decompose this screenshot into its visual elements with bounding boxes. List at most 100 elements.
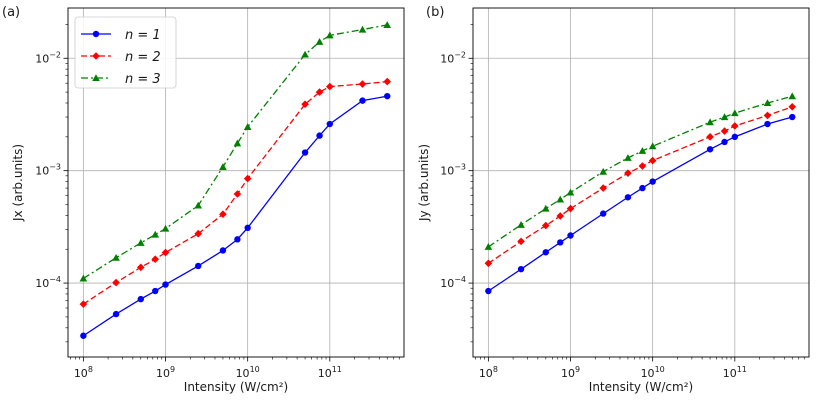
series-n1-line xyxy=(83,95,388,337)
series-n2-point xyxy=(648,156,657,165)
series-n3-point xyxy=(517,220,525,228)
series-n2-point xyxy=(556,212,565,220)
series-n2-point xyxy=(706,133,714,141)
series-n2-point xyxy=(194,229,203,238)
series-n2-point xyxy=(233,190,242,198)
legend-n3-marker xyxy=(92,74,100,82)
series-n1-point xyxy=(557,239,564,246)
series-n1-point xyxy=(152,287,159,295)
panel-label: (a) xyxy=(2,5,20,20)
series-n1-point xyxy=(639,184,646,192)
x-tick-label: 1011 xyxy=(723,365,747,380)
series-n1-point xyxy=(162,281,169,288)
series-n2-point xyxy=(301,100,309,109)
series-n2-point xyxy=(599,184,608,192)
series-n1-point xyxy=(721,138,728,146)
series-n3-point xyxy=(624,154,632,161)
series-n2-point xyxy=(326,82,334,91)
series-n2-point xyxy=(624,169,632,177)
series-n3-point xyxy=(301,50,309,58)
x-axis-label: Intensity (W/cm²) xyxy=(589,380,693,394)
series-n2 xyxy=(79,77,392,308)
series-n1-point xyxy=(316,132,323,139)
series-n1-point xyxy=(195,262,202,270)
series-n3-point xyxy=(383,21,392,28)
series-n2-point xyxy=(720,127,729,135)
series-n3-point xyxy=(763,99,772,107)
series-n3-point xyxy=(788,92,797,100)
series-n3-point xyxy=(233,139,242,147)
plot-frame xyxy=(67,7,405,358)
series-n1-point xyxy=(326,120,334,128)
series-n3-point xyxy=(541,204,550,212)
series-n2-point xyxy=(151,255,160,264)
series-n1-point xyxy=(789,113,796,121)
series-n1-point xyxy=(137,295,144,303)
series-n1-line xyxy=(488,116,793,292)
series-n2-point xyxy=(219,210,227,219)
series-n1 xyxy=(80,92,391,339)
series-n3 xyxy=(484,92,797,250)
legend-n3-label: n = 3 xyxy=(125,72,161,87)
series-n1-point xyxy=(649,178,656,185)
series-n3-point xyxy=(151,230,160,238)
series-n1-point xyxy=(624,194,632,201)
series-n1-point xyxy=(485,287,492,295)
series-n1-point xyxy=(600,210,607,217)
y-tick-label: 10−3 xyxy=(35,163,61,178)
y-tick-label: 10−4 xyxy=(440,275,466,290)
series-n3-point xyxy=(484,243,493,250)
series-n3 xyxy=(79,21,392,282)
legend-n2-marker xyxy=(92,52,100,60)
series-n1-point xyxy=(542,249,549,256)
x-tick-label: 1011 xyxy=(318,365,342,380)
series-n1-point xyxy=(234,236,241,243)
series-n1-point xyxy=(112,310,120,318)
legend: n = 1 n = 2 n = 3 xyxy=(74,16,177,89)
series-n3-point xyxy=(112,253,120,261)
series-n2-point xyxy=(136,263,145,272)
x-tick-label: 109 xyxy=(156,365,175,380)
legend-box xyxy=(74,16,177,89)
series-n3-point xyxy=(648,142,657,150)
series-n1-point xyxy=(80,332,87,339)
series-n2-point xyxy=(541,221,550,230)
series-n3-point xyxy=(358,25,367,33)
series-n1-point xyxy=(764,120,771,128)
series-n2-point xyxy=(517,237,525,246)
series-n1-point xyxy=(219,247,227,254)
x-tick-label: 108 xyxy=(479,365,498,380)
series-n2-point xyxy=(243,174,252,183)
series-n1-point xyxy=(384,92,391,100)
series-n3-point xyxy=(161,224,170,232)
series-n2-point xyxy=(358,80,367,88)
series-n2-point xyxy=(763,111,772,120)
series-n3-point xyxy=(720,113,729,121)
series-n2-point xyxy=(161,248,170,257)
x-axis-label: Intensity (W/cm²) xyxy=(184,380,288,394)
panel-b: (b) 108 109 1010 1011 10−4 10−3 10−2 Intensity (… xyxy=(417,5,810,394)
series-n2-point xyxy=(638,162,647,170)
series-n3-point xyxy=(566,188,575,196)
legend-n1-marker xyxy=(92,30,100,38)
series-n3-point xyxy=(194,201,203,209)
series-n2-point xyxy=(731,122,739,130)
series-n2 xyxy=(484,103,797,268)
series-n1-point xyxy=(706,146,714,153)
x-tick-label: 108 xyxy=(74,365,93,380)
series-n1-point xyxy=(517,265,525,273)
series-n3-point xyxy=(556,195,565,203)
series-n2-point xyxy=(788,103,797,111)
x-tick-label: 1010 xyxy=(236,365,260,380)
series-n1-point xyxy=(567,232,574,239)
series-n1-point xyxy=(359,97,366,104)
series-n3-point xyxy=(315,38,324,45)
series-n2-point xyxy=(484,259,493,268)
series-n2-point xyxy=(79,300,88,308)
series-n3-point xyxy=(219,163,227,170)
series-n2-point xyxy=(112,278,120,287)
plot-frame xyxy=(472,7,810,358)
x-tick-label: 109 xyxy=(561,365,580,380)
series-n2-point xyxy=(566,204,575,213)
